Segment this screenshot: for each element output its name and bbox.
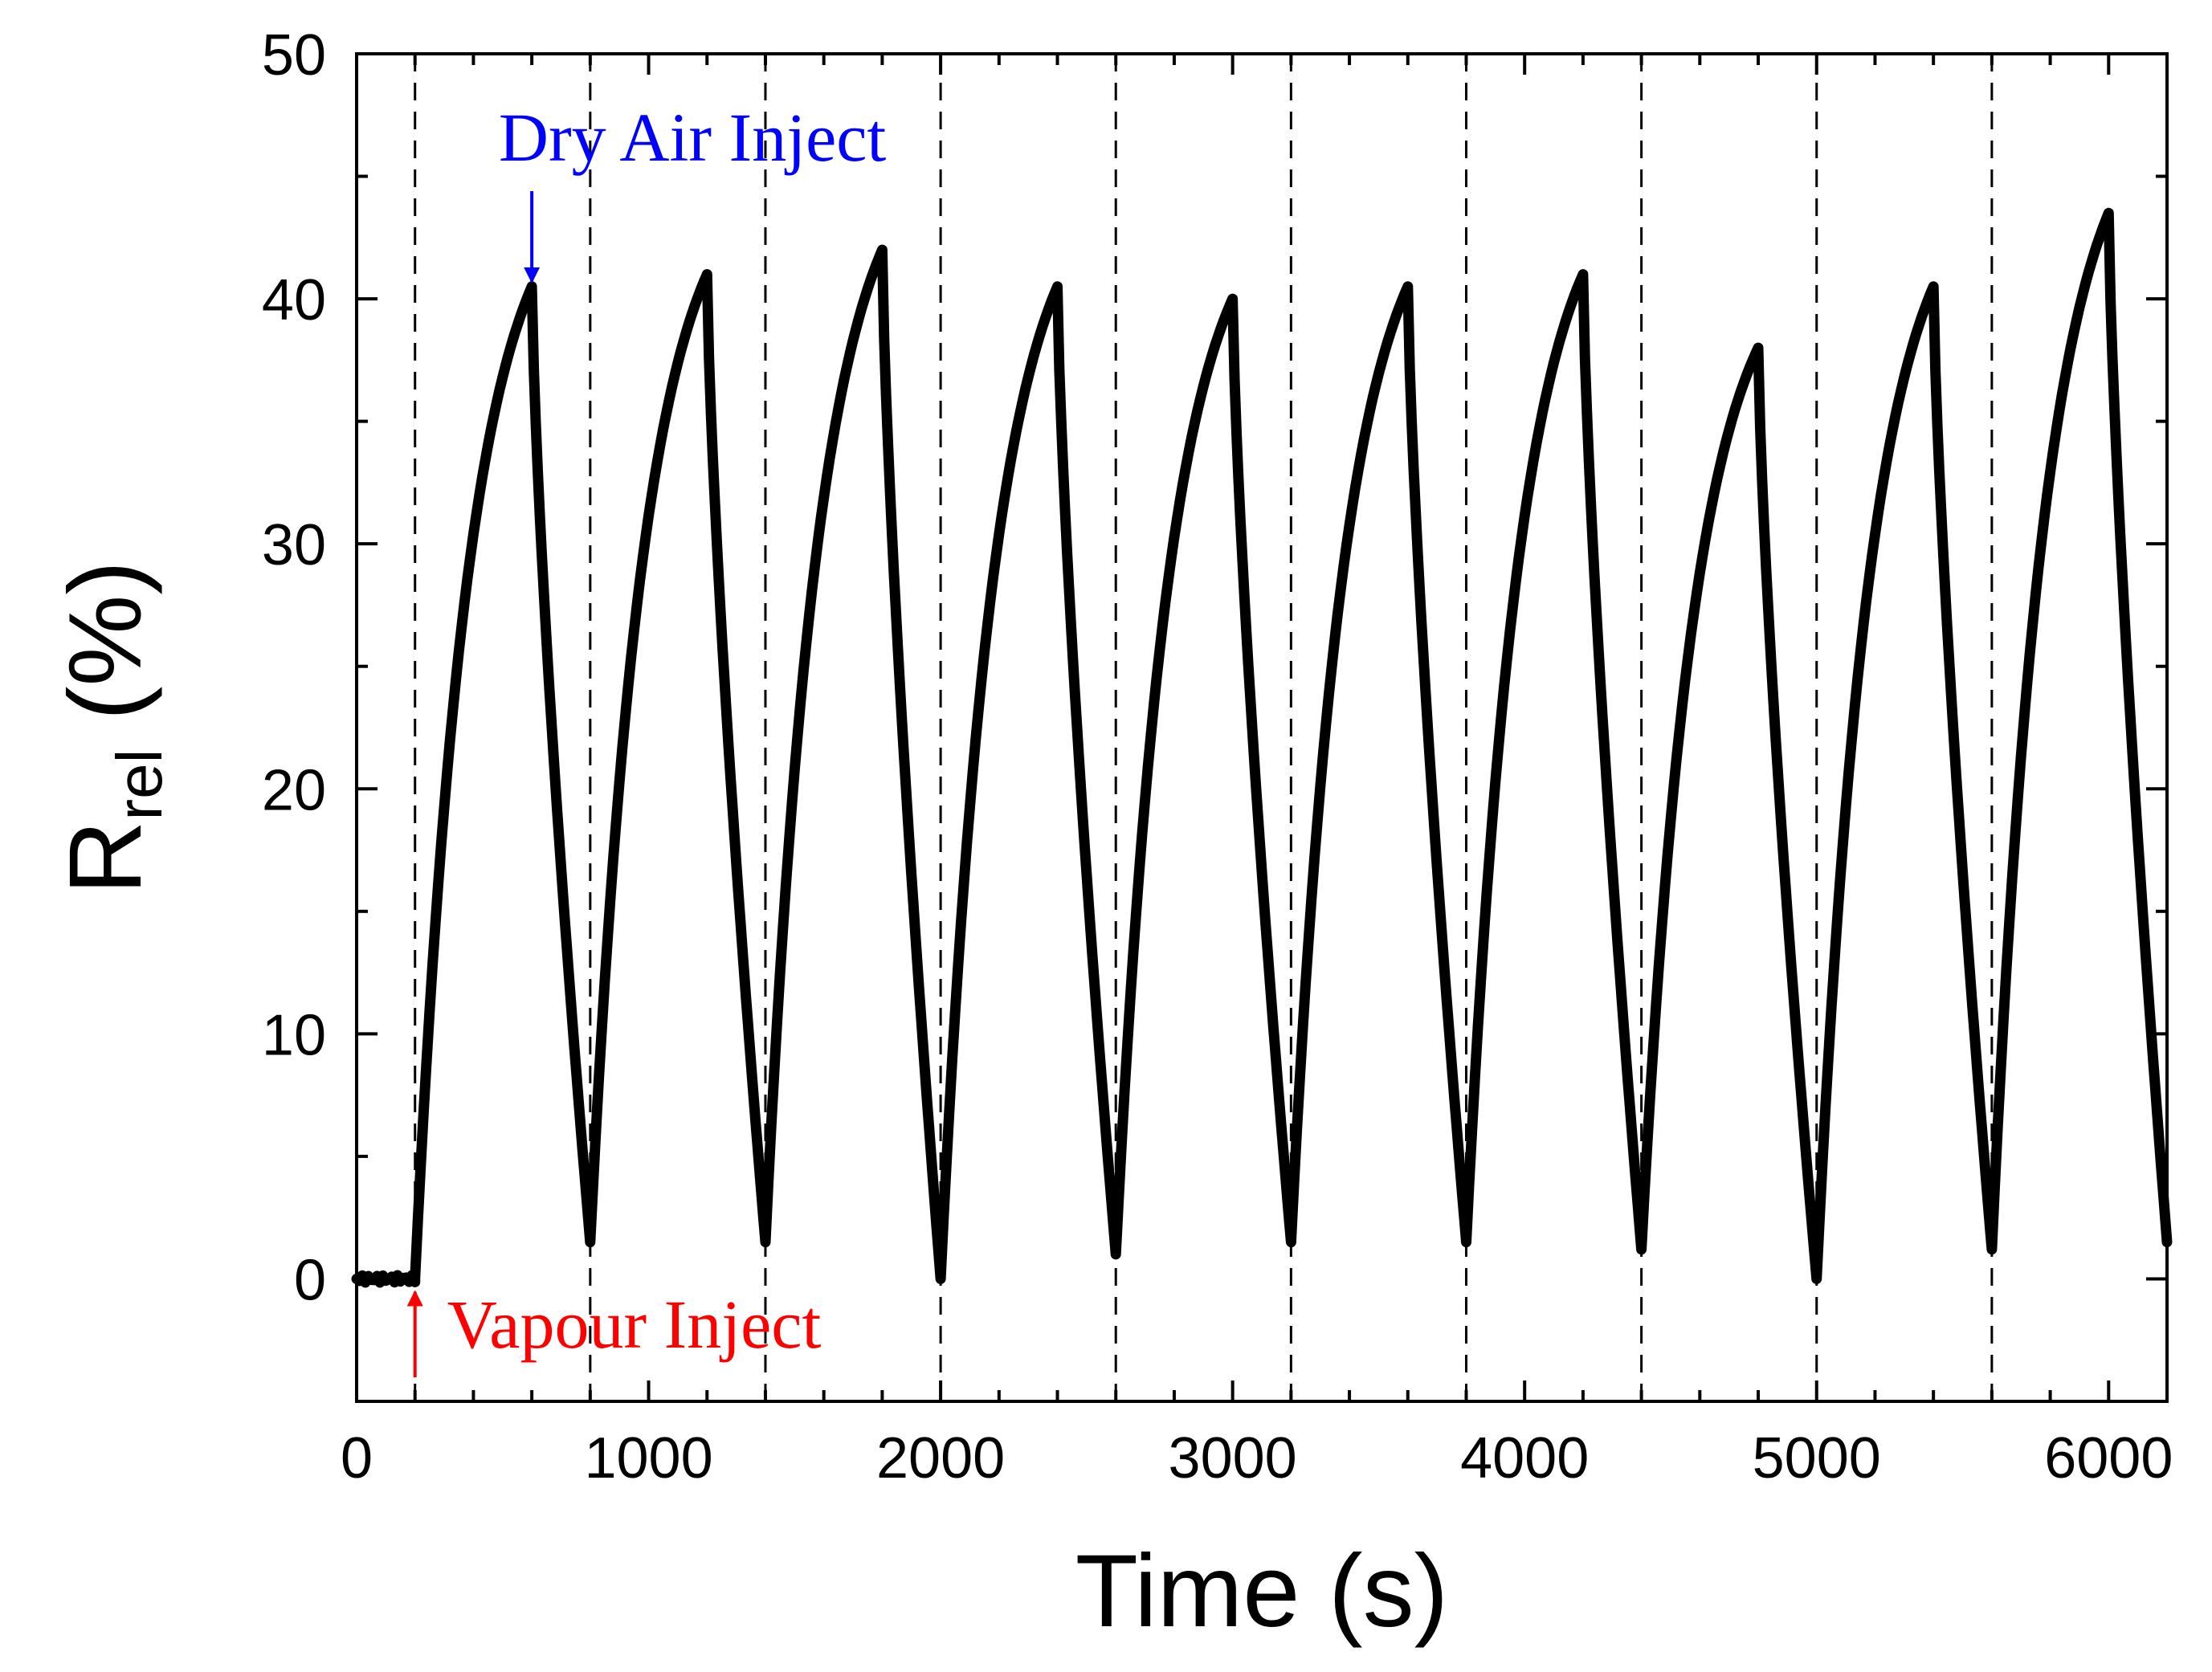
dry-air-inject-label: Dry Air Inject <box>499 99 887 176</box>
x-tick-label-3000: 3000 <box>1169 1426 1297 1491</box>
x-tick-label-0: 0 <box>341 1426 373 1491</box>
response-series <box>351 207 2173 1288</box>
y-tick-label-20: 20 <box>262 758 326 822</box>
vapour-inject-label: Vapour Inject <box>447 1286 822 1363</box>
y-axis-title-main: R <box>48 821 163 895</box>
annotations: Dry Air Inject Vapour Inject <box>406 99 887 1377</box>
y-tick-label-50: 50 <box>262 23 326 88</box>
plot-frame <box>355 52 2169 1403</box>
y-tick-label-0: 0 <box>294 1248 326 1312</box>
y-tick-label-10: 10 <box>262 1003 326 1067</box>
x-tick-label-5000: 5000 <box>1753 1426 1881 1491</box>
y-axis-title-unit: (%) <box>48 561 163 749</box>
x-tick-label-6000: 6000 <box>2044 1426 2173 1491</box>
x-axis-title: Time (s) <box>1075 1534 1449 1649</box>
y-tick-label-40: 40 <box>262 268 326 332</box>
y-tick-label-30: 30 <box>262 513 326 577</box>
x-tick-label-4000: 4000 <box>1460 1426 1589 1491</box>
y-axis-title-subscript: rel <box>104 749 175 821</box>
x-tick-label-1000: 1000 <box>584 1426 712 1491</box>
x-tick-label-2000: 2000 <box>876 1426 1005 1491</box>
y-axis-title: Rrel (%) <box>48 561 175 895</box>
axis-tick-labels: 0 1000 2000 3000 4000 5000 6000 0 10 20 30 40 50 <box>262 23 2173 1491</box>
series-line <box>351 207 2173 1288</box>
vertical-dashed-lines <box>414 54 1994 1401</box>
